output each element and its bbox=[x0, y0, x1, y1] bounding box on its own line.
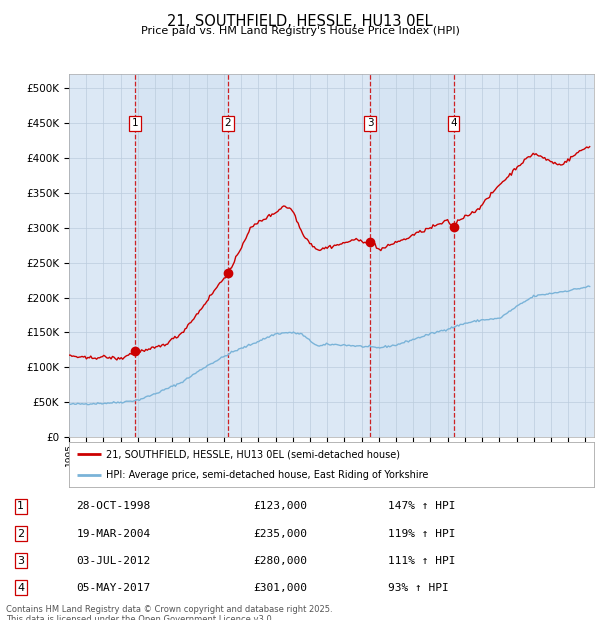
Text: 147% ↑ HPI: 147% ↑ HPI bbox=[388, 502, 456, 512]
Text: 2: 2 bbox=[17, 529, 24, 539]
Text: Contains HM Land Registry data © Crown copyright and database right 2025.
This d: Contains HM Land Registry data © Crown c… bbox=[6, 604, 332, 620]
Text: 3: 3 bbox=[367, 118, 374, 128]
Text: 3: 3 bbox=[17, 556, 24, 565]
Text: 19-MAR-2004: 19-MAR-2004 bbox=[77, 529, 151, 539]
Text: 4: 4 bbox=[17, 583, 24, 593]
Text: 28-OCT-1998: 28-OCT-1998 bbox=[77, 502, 151, 512]
Text: 1: 1 bbox=[131, 118, 138, 128]
Text: 1: 1 bbox=[17, 502, 24, 512]
Text: £301,000: £301,000 bbox=[253, 583, 307, 593]
Text: 4: 4 bbox=[450, 118, 457, 128]
Text: 03-JUL-2012: 03-JUL-2012 bbox=[77, 556, 151, 565]
Text: Price paid vs. HM Land Registry's House Price Index (HPI): Price paid vs. HM Land Registry's House … bbox=[140, 26, 460, 36]
Text: 111% ↑ HPI: 111% ↑ HPI bbox=[388, 556, 456, 565]
Text: 21, SOUTHFIELD, HESSLE, HU13 0EL (semi-detached house): 21, SOUTHFIELD, HESSLE, HU13 0EL (semi-d… bbox=[106, 449, 400, 459]
Text: £123,000: £123,000 bbox=[253, 502, 307, 512]
Text: 93% ↑ HPI: 93% ↑ HPI bbox=[388, 583, 449, 593]
Text: £280,000: £280,000 bbox=[253, 556, 307, 565]
Text: HPI: Average price, semi-detached house, East Riding of Yorkshire: HPI: Average price, semi-detached house,… bbox=[106, 469, 428, 480]
Bar bbox=[370, 74, 454, 437]
Text: 2: 2 bbox=[224, 118, 231, 128]
Text: 119% ↑ HPI: 119% ↑ HPI bbox=[388, 529, 456, 539]
Text: 05-MAY-2017: 05-MAY-2017 bbox=[77, 583, 151, 593]
Text: £235,000: £235,000 bbox=[253, 529, 307, 539]
Bar bbox=[135, 74, 228, 437]
Text: 21, SOUTHFIELD, HESSLE, HU13 0EL: 21, SOUTHFIELD, HESSLE, HU13 0EL bbox=[167, 14, 433, 29]
